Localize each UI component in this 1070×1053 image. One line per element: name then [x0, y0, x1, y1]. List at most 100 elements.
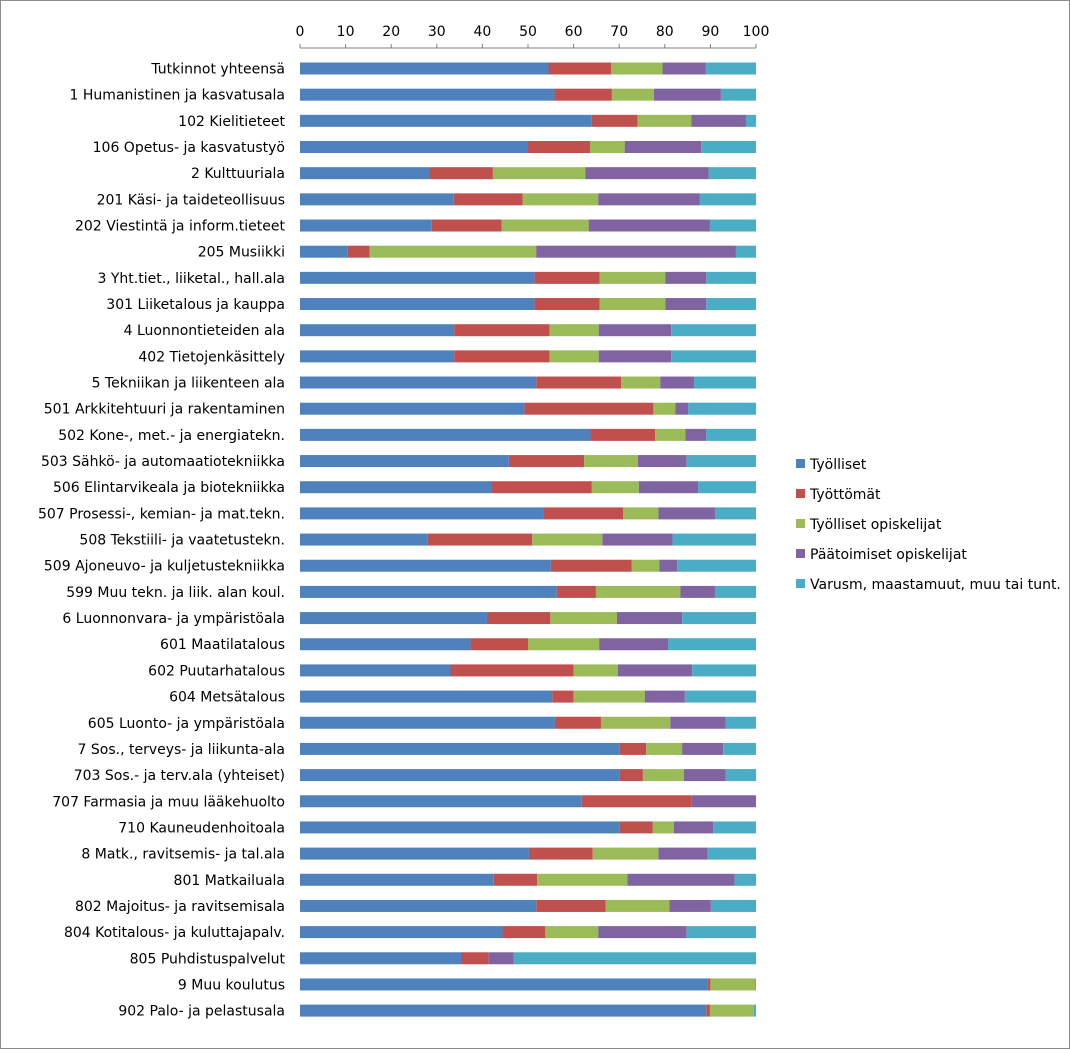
category-label: 5 Tekniikan ja liikenteen ala: [92, 376, 285, 392]
x-axis-ticks: 0 10 20 30 40 50 60 70 80 90 100: [296, 24, 769, 48]
bar-segment: [470, 638, 528, 651]
bar-segment: [595, 585, 681, 598]
category-label: 605 Luonto- ja ympäristöala: [88, 716, 285, 732]
bar-segment: [508, 455, 585, 468]
bar-segment: [552, 690, 574, 703]
category-label: 508 Tekstiili- ja vaatetustekn.: [79, 533, 285, 549]
category-label: 503 Sähkö- ja automaatiotekniikka: [41, 454, 285, 470]
bar-segment: [584, 455, 638, 468]
bar-segment: [598, 350, 672, 363]
bar-segment: [734, 873, 756, 886]
bar-segment: [667, 638, 756, 651]
category-label: 202 Viestintä ja inform.tieteet: [75, 219, 285, 235]
bar-segment: [300, 952, 461, 965]
bar-segment: [347, 245, 370, 258]
bar-segment: [300, 926, 503, 939]
category-label: 805 Puhdistuspalvelut: [130, 951, 286, 967]
category-label: 2 Kulttuuriala: [191, 166, 285, 182]
bar-segment: [602, 533, 673, 546]
bar-segment: [714, 585, 756, 598]
bar-segment: [590, 141, 625, 154]
bar-segment: [605, 899, 670, 912]
bar-segment: [488, 952, 514, 965]
bar-segment: [300, 402, 525, 415]
bar-segment: [688, 402, 756, 415]
bar-segment: [706, 428, 756, 441]
bar-segment: [631, 559, 660, 572]
bar-segment: [662, 62, 706, 75]
bar-segment: [707, 847, 756, 860]
bar-segment: [599, 271, 666, 284]
bar-segment: [300, 245, 348, 258]
category-label: 1 Humanistinen ja kasvatusala: [70, 88, 285, 104]
category-label: 801 Matkailuala: [174, 873, 285, 889]
bar-segment: [653, 402, 676, 415]
bar-segment: [637, 114, 692, 127]
bar-segment: [300, 219, 432, 232]
bar-segment: [698, 481, 756, 494]
category-label: 402 Tietojenkäsittely: [138, 349, 285, 365]
category-label: 4 Luonnontieteiden ala: [124, 323, 285, 339]
bar-segment: [701, 141, 756, 154]
bar-segment: [691, 795, 756, 808]
bar-segment: [429, 167, 493, 180]
category-labels: Tutkinnot yhteensä 1 Humanistinen ja kasv…: [38, 62, 286, 1020]
bar-segment: [590, 428, 656, 441]
bar-segment: [623, 507, 659, 520]
bar-segment: [682, 612, 756, 625]
bar-segment: [624, 141, 702, 154]
bar-segment: [723, 742, 756, 755]
bar-segment: [450, 664, 574, 677]
bar-segment: [591, 481, 639, 494]
bar-segment: [573, 690, 645, 703]
bar-segment: [549, 350, 599, 363]
legend-label: Päätoimiset opiskelijat: [810, 547, 967, 563]
bar-segment: [642, 769, 684, 782]
bar-segment: [300, 978, 708, 991]
legend: Työlliset Työttömät Työlliset opiskelijat P…: [796, 457, 1061, 593]
bar-segment: [528, 638, 600, 651]
bar-segment: [619, 821, 653, 834]
bar-segment: [735, 245, 756, 258]
bar-segment: [677, 559, 756, 572]
bar-segment: [683, 769, 726, 782]
bar-segment: [534, 271, 600, 284]
bar-segment: [581, 795, 692, 808]
bar-segment: [725, 769, 756, 782]
bar-segment: [491, 481, 592, 494]
bar-segment: [369, 245, 537, 258]
bar-segment: [621, 376, 661, 389]
bar-segment: [300, 62, 549, 75]
bar-segment: [720, 88, 756, 101]
bar-segment: [745, 114, 756, 127]
bar-segment: [600, 716, 671, 729]
category-label: 102 Kielitieteet: [178, 114, 285, 130]
bar-segment: [714, 507, 756, 520]
category-label: 707 Farmasia ja muu lääkehuolto: [52, 794, 285, 810]
x-tick-label: 30: [428, 24, 446, 40]
bar-segment: [300, 585, 557, 598]
bar-segment: [646, 742, 683, 755]
category-label: 301 Liiketalous ja kauppa: [106, 297, 285, 313]
bar-segment: [486, 612, 551, 625]
bar-segment: [300, 481, 492, 494]
bar-segment: [671, 324, 756, 337]
bar-segment: [658, 847, 708, 860]
bar-segment: [300, 559, 551, 572]
bar-segment: [644, 690, 685, 703]
bar-segment: [706, 1004, 710, 1017]
bar-segment: [585, 167, 709, 180]
bar-segment: [617, 664, 693, 677]
bar-segment: [710, 899, 756, 912]
bar-segment: [300, 612, 487, 625]
bar-segment: [669, 899, 711, 912]
category-label: 601 Maatilatalous: [160, 637, 285, 653]
bar-segment: [300, 664, 451, 677]
bar-segment: [573, 664, 618, 677]
bar-segment: [300, 690, 553, 703]
bar-segment: [554, 716, 601, 729]
bar-segment: [528, 847, 593, 860]
bar-segment: [300, 193, 454, 206]
bar-segment: [300, 141, 528, 154]
bar-segment: [300, 899, 537, 912]
